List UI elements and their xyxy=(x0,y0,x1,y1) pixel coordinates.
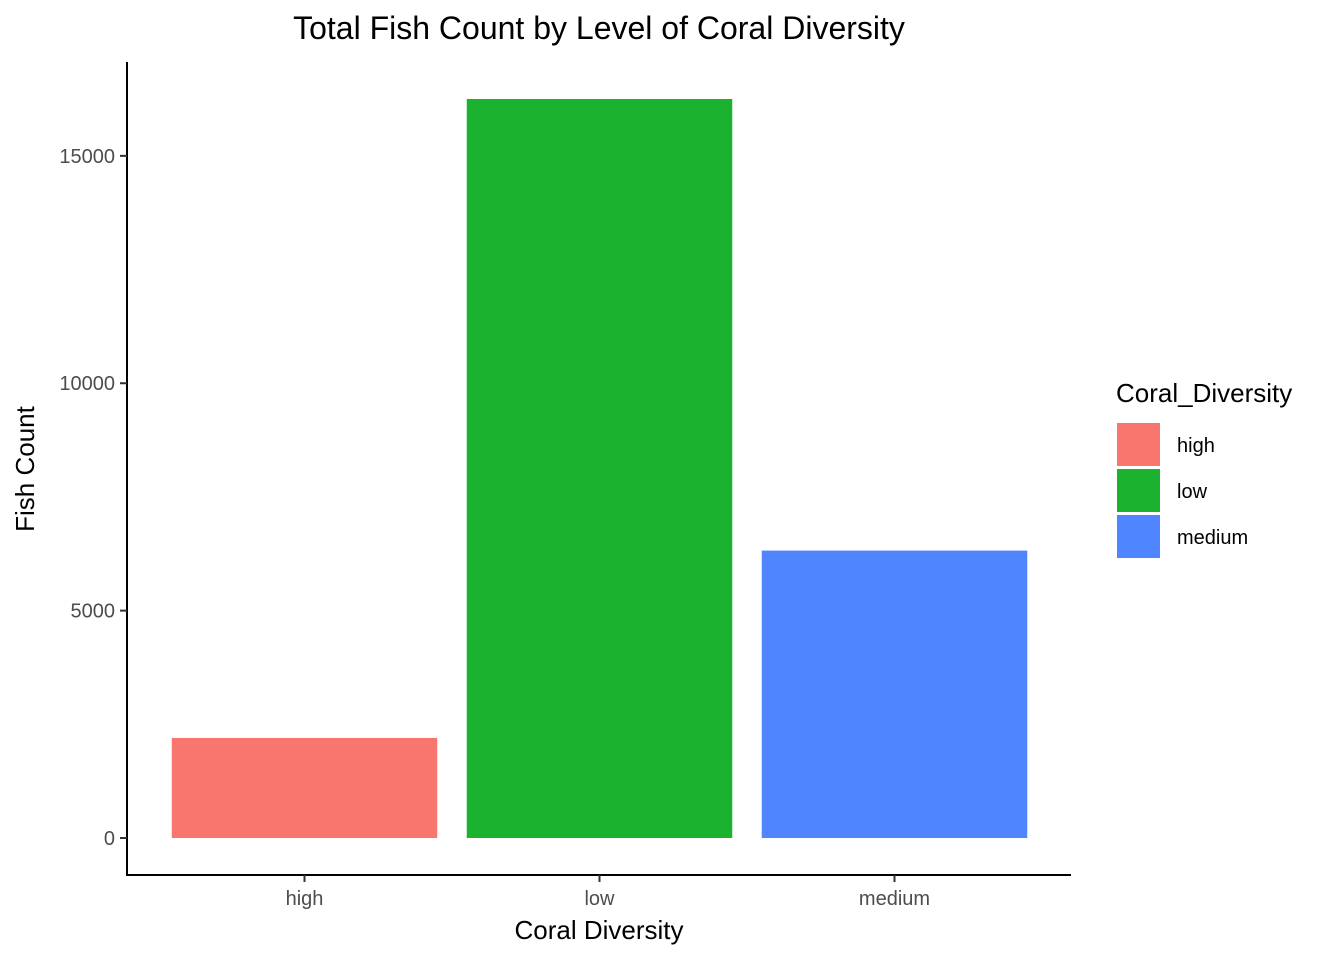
legend-key-high xyxy=(1117,423,1160,466)
y-tick-label: 5000 xyxy=(71,601,116,623)
x-axis-title: Coral Diversity xyxy=(514,915,683,945)
plot-area: 0 5000 10000 15000 high low medium xyxy=(59,62,1071,910)
x-tick-label: high xyxy=(286,888,324,910)
legend-label: high xyxy=(1177,435,1215,457)
x-tick-label: low xyxy=(584,888,615,910)
bar-low xyxy=(466,99,733,838)
chart-title: Total Fish Count by Level of Coral Diver… xyxy=(293,10,905,46)
bar-high xyxy=(171,737,438,838)
legend-key-medium xyxy=(1117,515,1160,558)
legend: Coral_Diversity high low medium xyxy=(1116,378,1292,558)
bar-medium xyxy=(761,550,1028,838)
legend-label: medium xyxy=(1177,527,1248,549)
y-tick-label: 15000 xyxy=(59,146,115,168)
y-axis-title: Fish Count xyxy=(10,405,40,531)
y-tick-label: 0 xyxy=(104,828,115,850)
y-tick-label: 10000 xyxy=(59,373,115,395)
x-tick-label: medium xyxy=(859,888,930,910)
legend-title: Coral_Diversity xyxy=(1116,378,1292,408)
legend-label: low xyxy=(1177,481,1208,503)
legend-key-low xyxy=(1117,469,1160,512)
